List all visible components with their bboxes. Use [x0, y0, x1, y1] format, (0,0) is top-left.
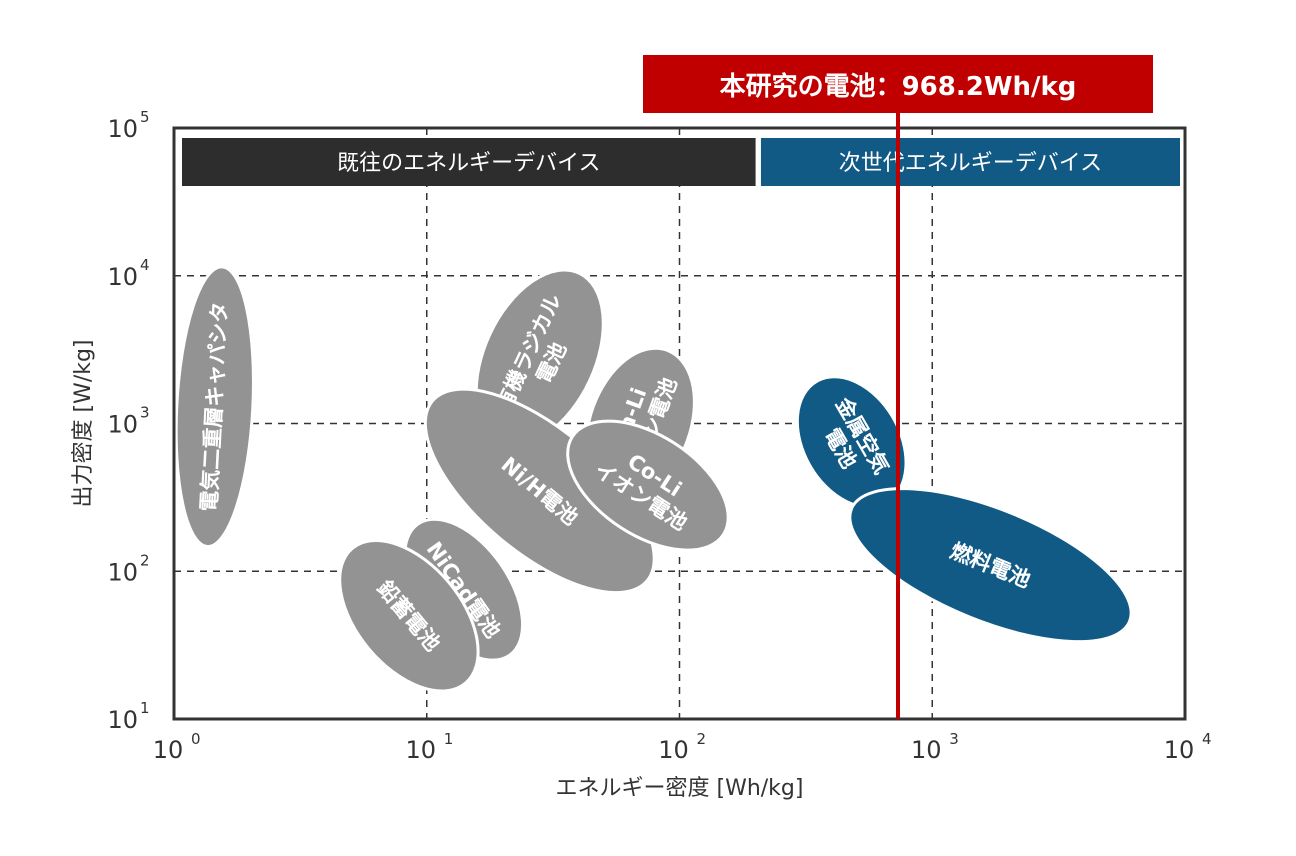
y-tick-exponent: 5	[140, 108, 150, 126]
highlight-label-box	[643, 55, 1153, 113]
x-tick-label: 10	[658, 736, 689, 764]
x-tick-exponent: 0	[191, 730, 201, 748]
x-tick-label: 10	[405, 736, 436, 764]
x-tick-label: 10	[911, 736, 942, 764]
group-banners: 既往のエネルギーデバイス 次世代エネルギーデバイス	[182, 138, 1180, 186]
region-燃料電池: 燃料電池	[848, 487, 1133, 644]
region-ellipse	[566, 419, 730, 552]
y-tick-exponent: 3	[140, 404, 150, 422]
y-tick-label: 10	[107, 411, 138, 439]
plot-frame	[172, 126, 1187, 721]
y-tick-exponent: 2	[140, 551, 150, 569]
region-鉛蓄電池: 鉛蓄電池	[338, 538, 480, 693]
highlight-marker: 本研究の電池：968.2Wh/kg	[643, 55, 1153, 719]
region-ellipse	[174, 265, 255, 548]
y-tick-label: 10	[107, 115, 138, 143]
region-Ni/H電池: Ni/H電池	[423, 387, 656, 595]
y-tick-label: 10	[107, 558, 138, 586]
y-tick-exponent: 4	[140, 256, 150, 274]
x-tick-exponent: 2	[697, 730, 707, 748]
group-banner	[760, 138, 1180, 186]
y-tick-exponent: 1	[140, 699, 150, 717]
highlight-label: 本研究の電池：968.2Wh/kg	[720, 71, 1077, 102]
y-axis-label: 出力密度 [W/kg]	[71, 339, 96, 507]
y-tick-label: 10	[107, 706, 138, 734]
region-ellipse	[338, 538, 480, 693]
group-banner	[182, 138, 756, 186]
group-banner-label: 次世代エネルギーデバイス	[839, 151, 1102, 176]
tick-labels: 10 0 10 1 10 2 10 3 10 410 110 210 310 410 5	[107, 108, 1211, 764]
group-banner-label: 既往のエネルギーデバイス	[337, 151, 600, 176]
y-tick-label: 10	[107, 263, 138, 291]
region-ellipse	[848, 487, 1133, 644]
x-tick-exponent: 4	[1202, 730, 1212, 748]
x-tick-exponent: 1	[444, 730, 454, 748]
x-tick-exponent: 3	[949, 730, 959, 748]
x-axis-label: エネルギー密度 [Wh/kg]	[556, 776, 804, 801]
region-電気二重層キャパシタ: 電気二重層キャパシタ	[174, 265, 255, 548]
x-tick-label: 10	[1164, 736, 1195, 764]
x-tick-label: 10	[153, 736, 184, 764]
